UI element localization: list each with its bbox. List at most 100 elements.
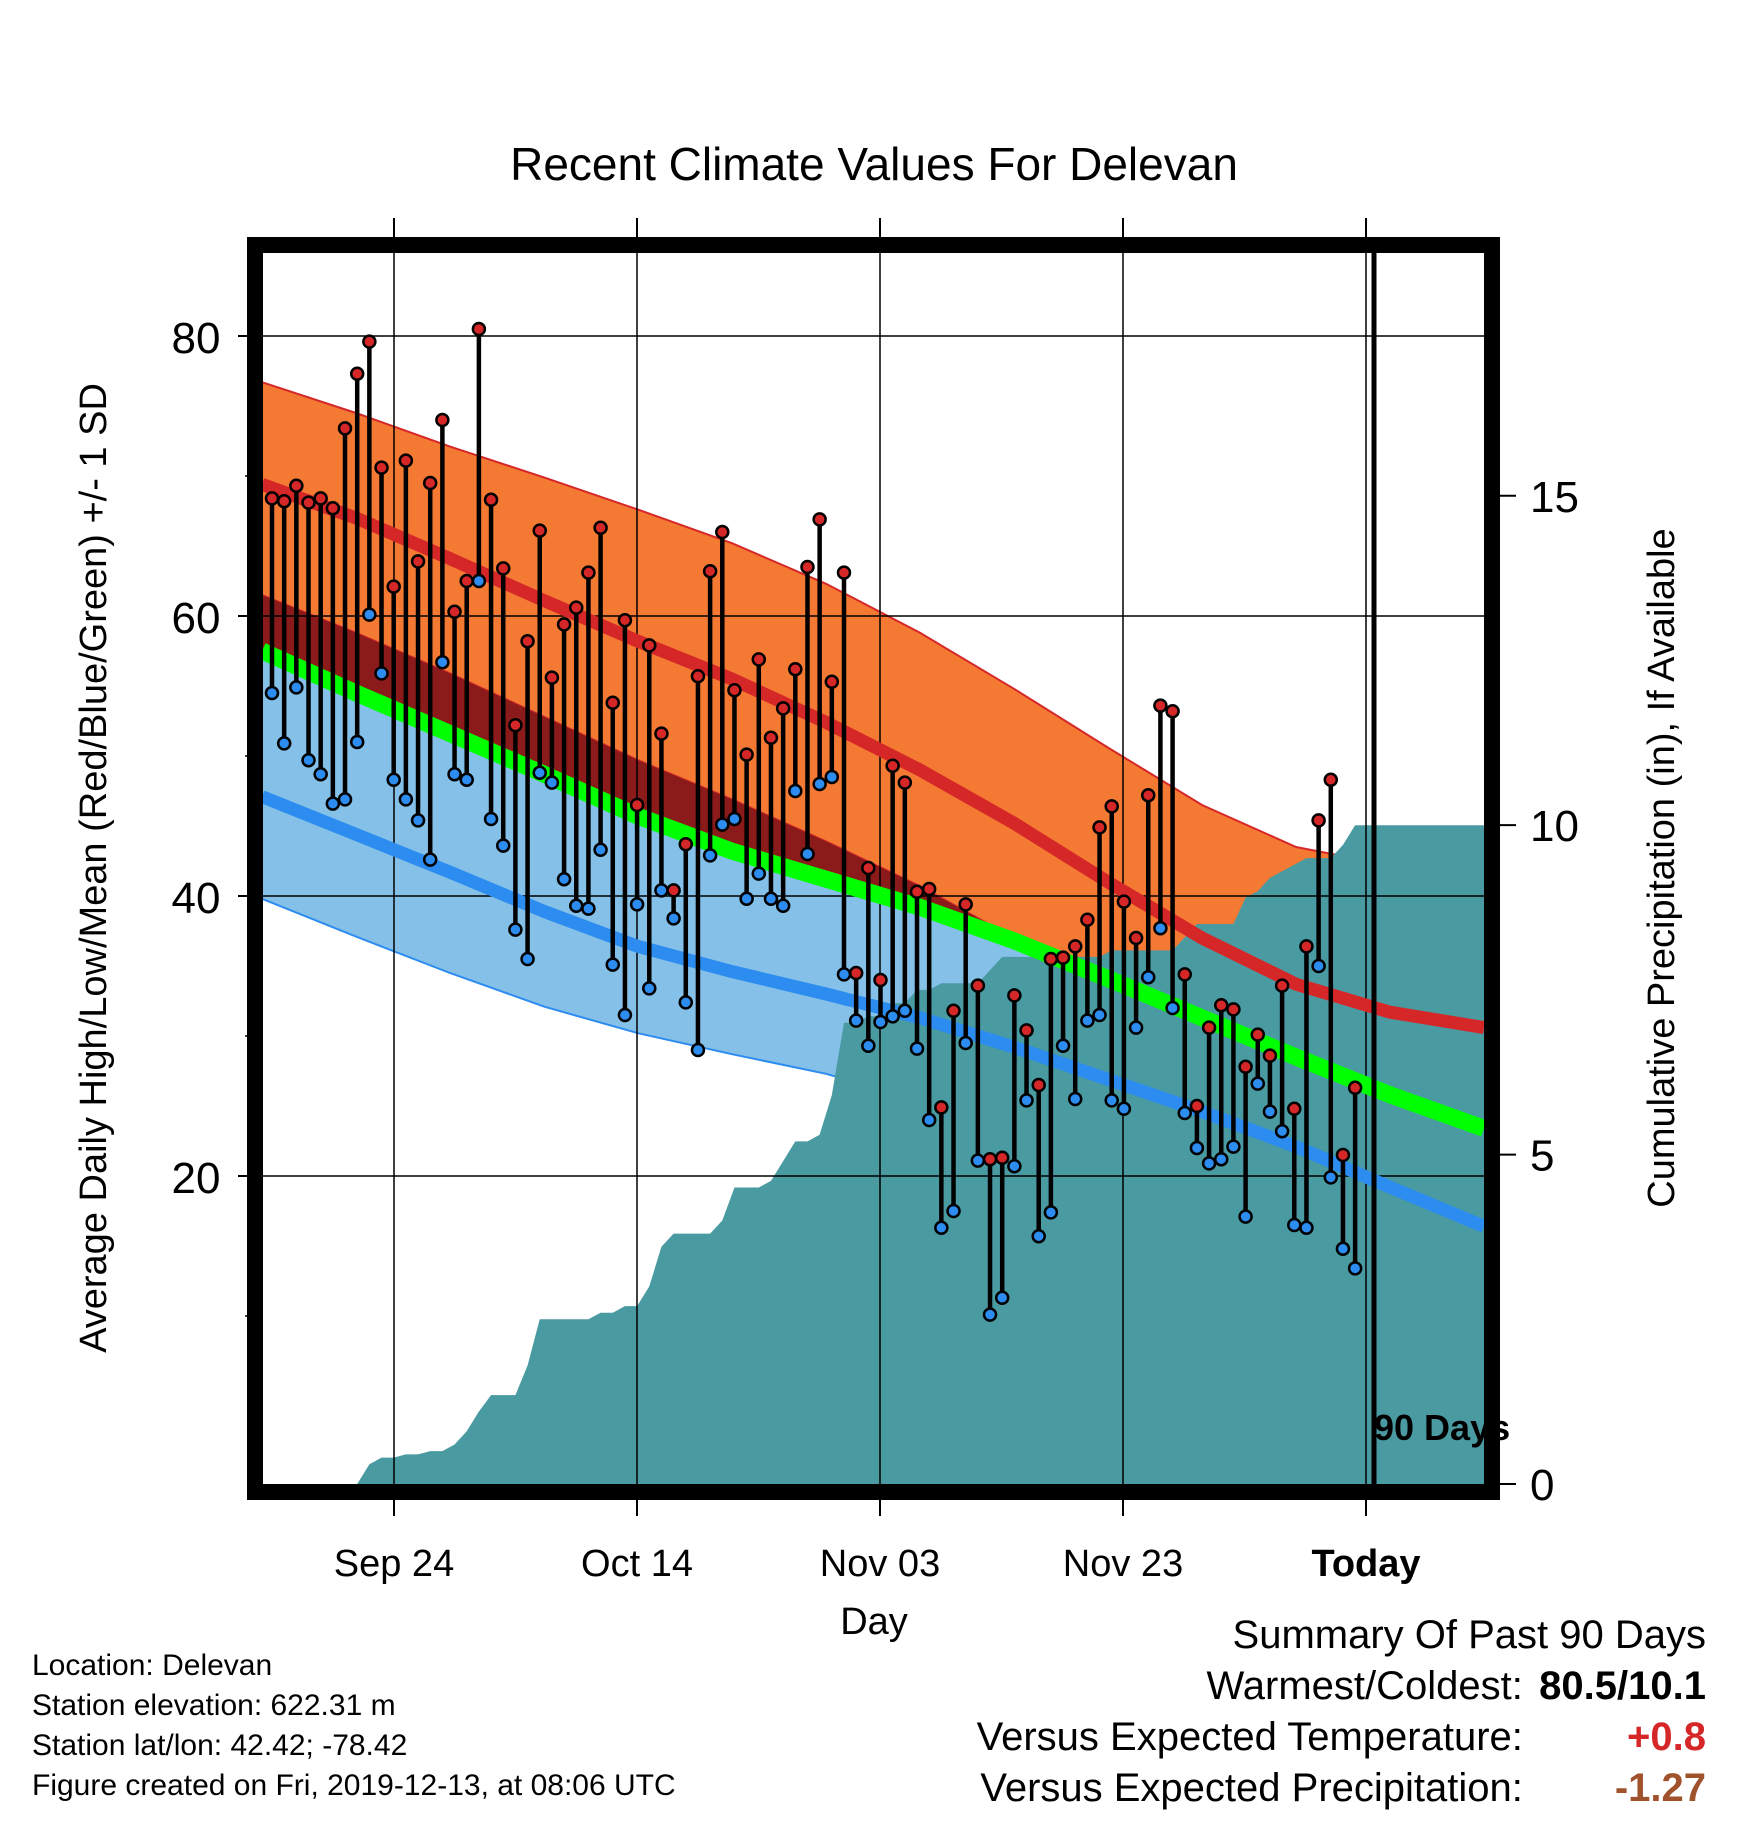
daily-low-point: [654, 883, 669, 898]
daily-low-point: [264, 685, 280, 701]
daily-low-point: [337, 792, 353, 807]
daily-low-point: [544, 775, 560, 790]
daily-low-point: [739, 891, 754, 907]
daily-low-point: [873, 1014, 888, 1030]
daily-high-point: [934, 1100, 949, 1115]
daily-low-point: [1238, 1209, 1253, 1224]
daily-high-point: [483, 492, 499, 508]
daily-low-point: [909, 1041, 925, 1056]
daily-high-point: [1055, 950, 1071, 965]
daily-high-point: [435, 412, 450, 428]
daily-low-point: [1287, 1217, 1302, 1233]
y2-tick-label: 15: [1530, 473, 1579, 522]
daily-low-point: [435, 654, 450, 670]
daily-high-point: [1347, 1080, 1363, 1096]
daily-high-point: [824, 674, 840, 690]
daily-low-point: [824, 769, 840, 785]
daily-low-point: [605, 957, 621, 972]
daily-high-point: [532, 523, 547, 538]
daily-low-point: [812, 776, 827, 792]
daily-low-point: [1140, 969, 1156, 985]
daily-high-point: [800, 559, 815, 575]
daily-high-point: [1238, 1059, 1253, 1075]
daily-high-point: [775, 701, 791, 716]
precip-label: Versus Expected Precipitation:: [980, 1766, 1523, 1810]
daily-high-point: [422, 475, 438, 491]
daily-high-point: [386, 579, 401, 594]
daily-high-point: [1080, 912, 1095, 928]
daily-low-point: [556, 871, 572, 887]
daily-low-point: [678, 995, 694, 1010]
daily-high-point: [313, 491, 328, 506]
daily-low-point: [313, 766, 328, 782]
axes: 20 40 60 80 0 5 10 15 Sep 24 Oct 14 Nov 03 Nov 23 To…: [172, 218, 1579, 1585]
daily-low-point: [751, 866, 767, 881]
daily-low-point: [520, 951, 535, 967]
y-tick-label: 60: [172, 594, 221, 643]
station-info: Location: Delevan Station elevation: 622…: [32, 1646, 676, 1806]
y-tick-label: 40: [172, 874, 221, 923]
daily-high-point: [1007, 988, 1022, 1003]
daily-high-point: [958, 897, 973, 912]
summary-title: Summary Of Past 90 Days: [1232, 1613, 1706, 1657]
daily-high-point: [788, 661, 803, 677]
daily-low-point: [459, 772, 474, 788]
daily-high-point: [739, 747, 754, 762]
daily-high-point: [812, 512, 827, 527]
daily-high-point: [873, 972, 888, 988]
daily-high-point: [994, 1150, 1010, 1166]
daily-low-point: [349, 734, 365, 750]
daily-high-point: [702, 563, 718, 579]
daily-low-point: [1189, 1140, 1205, 1156]
daily-high-point: [325, 500, 341, 516]
daily-low-point: [289, 680, 304, 695]
daily-low-point: [471, 573, 487, 589]
daily-high-point: [581, 565, 596, 580]
daily-high-point: [1250, 1027, 1266, 1042]
daily-high-point: [946, 1003, 961, 1019]
daily-high-point: [642, 638, 657, 653]
daily-high-point: [727, 682, 742, 698]
daily-high-point: [593, 520, 608, 536]
daily-low-point: [1067, 1091, 1083, 1107]
daily-high-point: [1019, 1023, 1034, 1038]
daily-low-point: [702, 848, 718, 863]
x-tick-label: Oct 14: [581, 1543, 693, 1585]
daily-high-point: [1201, 1020, 1217, 1035]
daily-high-point: [447, 604, 462, 620]
daily-high-point: [569, 600, 584, 615]
daily-high-point: [715, 524, 730, 540]
precip-value: -1.27: [1614, 1766, 1706, 1810]
daily-high-point: [362, 334, 377, 349]
x-axis-label: Day: [840, 1601, 908, 1643]
daily-low-point: [1104, 1093, 1119, 1108]
daily-low-point: [666, 911, 681, 926]
daily-high-point: [1165, 703, 1180, 719]
daily-low-point: [1116, 1101, 1132, 1117]
y-tick-label: 80: [172, 314, 221, 363]
daily-high-point: [921, 881, 937, 897]
daily-low-point: [374, 666, 389, 681]
warmest-row: Warmest/Coldest: 80.5/10.1: [977, 1661, 1707, 1712]
daily-low-point: [410, 813, 426, 828]
daily-high-point: [337, 421, 353, 436]
daily-high-point: [897, 775, 913, 790]
plot-area: [262, 252, 1484, 1484]
daily-low-point: [1055, 1038, 1071, 1054]
daily-low-point: [301, 752, 316, 768]
daily-high-point: [459, 573, 474, 589]
daily-low-point: [1007, 1158, 1022, 1174]
daily-low-point: [1031, 1228, 1046, 1244]
daily-high-point: [1116, 894, 1132, 909]
y-axis-label: Average Daily High/Low/Mean (Red/Blue/Gr…: [73, 383, 115, 1353]
daily-high-point: [1274, 978, 1290, 993]
daily-high-point: [1299, 939, 1314, 954]
daily-high-point: [1335, 1147, 1351, 1163]
daily-low-point: [934, 1220, 949, 1236]
daily-high-point: [544, 670, 560, 685]
precip-area: [262, 825, 1484, 1484]
daily-low-point: [276, 736, 292, 751]
daily-low-point: [836, 967, 852, 982]
daily-high-point: [1067, 939, 1083, 954]
